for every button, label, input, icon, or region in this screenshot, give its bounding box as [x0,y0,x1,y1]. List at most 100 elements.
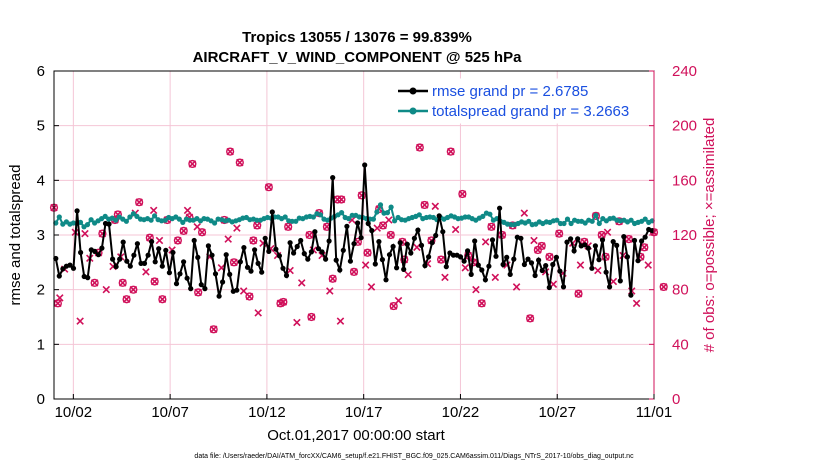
obs-assimilated-marker [404,270,412,279]
rmse-point [372,261,378,267]
rmse-point [181,259,187,265]
obs-assimilated-marker [394,296,403,305]
obs-assimilated-marker [526,314,534,323]
rmse-point [497,205,503,211]
rmse-point [397,240,403,246]
obs-possible-marker [446,147,455,156]
totalspread-point [346,216,352,222]
totalspread-point [176,216,182,222]
totalspread-point [162,217,168,223]
obs-assimilated-marker [102,285,111,294]
x-tick-label: 10/12 [248,404,286,421]
obs-assimilated-marker [458,190,467,198]
obs-assimilated-marker [198,228,206,237]
rmse-point [315,246,322,252]
totalspread-point [113,217,119,223]
totalspread-point [134,213,140,219]
obs-assimilated-marker [305,231,314,239]
rmse-point [227,271,233,277]
rmse-point [56,273,62,279]
rmse-point [134,241,140,247]
rmse-point [283,272,290,279]
rmse-point [379,257,385,263]
rmse-point [369,228,375,234]
rmse-point [234,287,240,293]
rmse-point [223,252,229,258]
rmse-point [457,254,464,260]
rmse-point [252,247,258,253]
obs-assimilated-marker [122,295,131,303]
obs-assimilated-marker [293,318,301,327]
totalspread-point [130,211,136,217]
rmse-point [550,261,556,268]
right-tick-label: 0 [672,391,680,408]
totalspread-point [642,216,648,222]
obs-assimilated-marker [574,290,583,298]
rmse-point [216,293,222,299]
left-tick-label: 2 [37,282,45,299]
rmse-point [557,268,563,274]
obs-assimilated-marker [350,268,358,276]
obs-assimilated-marker [472,285,480,294]
obs-assimilated-marker [217,264,226,272]
obs-possible-marker [477,299,486,308]
totalspread-point [388,204,394,210]
rmse-point [280,265,286,271]
totalspread-point [349,212,355,218]
rmse-point [266,248,272,254]
obs-assimilated-marker [477,299,486,308]
obs-possible-marker [337,195,346,204]
rmse-point [404,241,410,247]
obs-assimilated-marker [363,249,372,257]
rmse-point [163,247,169,253]
totalspread-point [593,212,599,218]
rmse-point [621,234,627,240]
obs-assimilated-marker [451,225,460,234]
obs-assimilated-marker [249,236,258,245]
totalspread-point [77,219,84,225]
rmse-point [365,220,371,227]
legend-spread-marker [409,107,417,115]
rmse-point [426,254,432,260]
obs-possible-marker [209,325,218,334]
rmse-point [294,243,300,250]
obs-assimilated-marker [632,299,641,308]
rmse-point [500,261,506,268]
obs-assimilated-marker [226,147,234,156]
obs-possible-marker [197,228,207,237]
obs-assimilated-marker [56,294,64,302]
rmse-point [518,235,524,241]
rmse-point [212,271,219,277]
rmse-point [607,284,613,290]
obs-possible-marker [420,200,429,210]
rmse-point [532,272,538,279]
rmse-point [70,265,77,271]
obs-possible-marker [194,288,203,297]
obs-assimilated-marker [284,223,292,231]
obs-assimilated-marker [336,317,345,325]
right-tick-label: 160 [672,172,697,189]
y-axis-label-left: rmse and totalspread [7,165,24,306]
obs-possible-marker [150,277,159,286]
rmse-point [127,263,133,269]
obs-assimilated-marker [146,233,154,242]
obs-possible-marker [659,282,668,292]
rmse-point [617,278,623,284]
rmse-point [511,256,517,262]
obs-assimilated-marker [594,266,602,275]
obs-assimilated-marker [491,273,500,282]
left-axis-ticks: 0 1 2 3 4 5 6 [37,63,59,408]
rmse-point [113,264,119,270]
rmse-point [291,250,297,256]
rmse-point [358,235,364,241]
rmse-point [603,269,609,275]
obs-possible-marker [363,248,372,257]
rmse-point [589,265,595,271]
rmse-point [465,248,471,254]
left-tick-label: 6 [37,63,45,80]
rmse-point [376,239,382,245]
rmse-point [525,256,531,262]
obs-possible-marker [328,274,337,283]
obs-assimilated-marker [150,277,159,286]
rmse-point [173,281,180,287]
